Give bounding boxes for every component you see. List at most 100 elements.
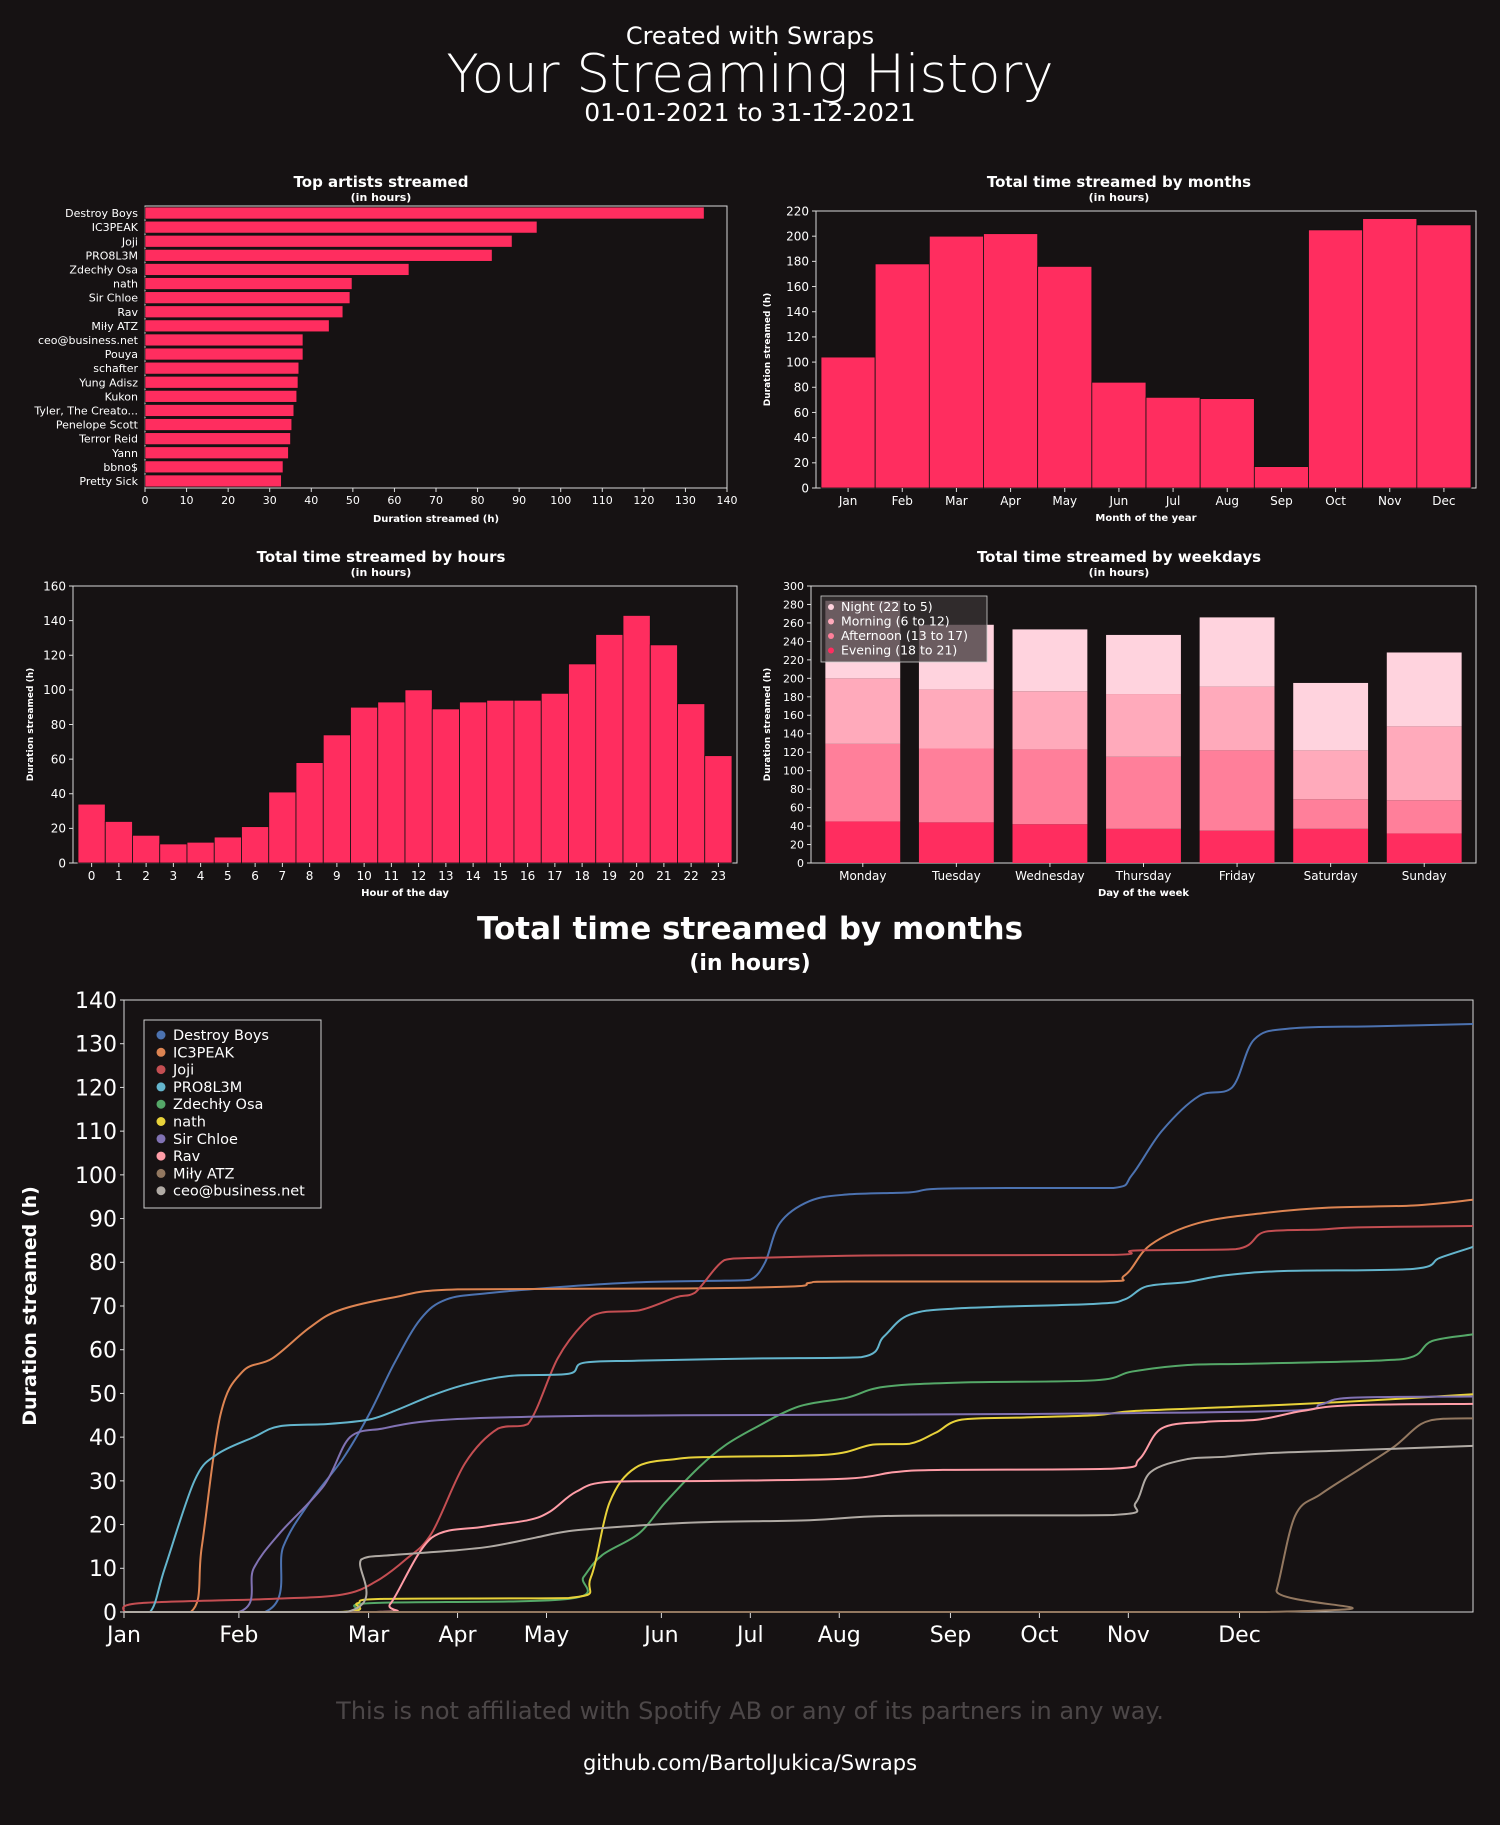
stacked-bar-segment: [1293, 682, 1369, 751]
y-tick-label: 90: [89, 1207, 117, 1232]
stacked-bar-segment: [1012, 629, 1088, 692]
x-tick-label: 120: [633, 494, 654, 507]
x-tick-label: 2: [142, 869, 150, 883]
stacked-bar-segment: [1199, 750, 1275, 831]
series-line: [123, 1402, 1474, 1613]
bar: [1416, 224, 1472, 489]
page-title: Your Streaming History: [446, 44, 1054, 105]
x-tick-label: Oct: [1020, 1623, 1058, 1648]
y-axis-label: Duration streamed (h): [763, 293, 773, 406]
date-range: 01-01-2021 to 31-12-2021: [584, 98, 916, 127]
chart-subtitle: (in hours): [1089, 566, 1150, 579]
bar: [159, 843, 188, 864]
bar: [404, 689, 433, 864]
x-tick-label: Thursday: [1115, 869, 1172, 883]
y-tick-label: 130: [75, 1033, 117, 1058]
y-tick-label: 40: [89, 1426, 117, 1451]
y-tick-label: 160: [783, 709, 804, 722]
x-tick-label: Dec: [1432, 494, 1455, 508]
artist-label: Penelope Scott: [56, 419, 139, 432]
series-line: [122, 1225, 1474, 1613]
y-tick-label: 220: [783, 654, 804, 667]
y-tick-label: 30: [89, 1470, 117, 1495]
legend-marker: [156, 1065, 166, 1075]
x-tick-label: 70: [429, 494, 443, 507]
bar: [459, 701, 488, 864]
stacked-bar-segment: [1012, 824, 1088, 863]
plot-frame: [144, 205, 728, 489]
y-tick-label: 120: [783, 746, 804, 759]
x-tick-label: 16: [520, 869, 535, 883]
artist-label: Kukon: [105, 390, 138, 403]
x-tick-label: 12: [411, 869, 426, 883]
artist-bar: [144, 460, 284, 474]
legend-marker: [156, 1117, 166, 1126]
series-line: [123, 1395, 1474, 1613]
stacked-bar-segment: [1106, 828, 1181, 863]
x-tick-label: May: [1052, 494, 1077, 508]
legend-label: Night (22 to 5): [841, 599, 933, 614]
x-tick-label: Feb: [892, 494, 913, 508]
bar: [350, 706, 379, 864]
legend-marker: [156, 1047, 166, 1057]
x-tick-label: 30: [263, 494, 277, 507]
bar: [1199, 398, 1255, 489]
y-tick-label: 0: [58, 856, 66, 870]
x-tick-label: 130: [675, 494, 696, 507]
github-link[interactable]: github.com/BartolJukica/Swraps: [582, 1751, 918, 1775]
legend-marker: [156, 1082, 166, 1092]
x-tick-label: Feb: [219, 1623, 258, 1648]
legend-label: PRO8L3M: [173, 1080, 242, 1096]
y-tick-label: 120: [43, 649, 66, 663]
bar: [431, 708, 460, 864]
top-artists-chart: Top artists streamed(in hours) Destroy Bo…: [33, 173, 737, 525]
artist-label: Joji: [121, 235, 138, 248]
bar: [213, 836, 242, 864]
bar: [513, 699, 542, 864]
artist-label: Tyler, The Creato...: [33, 404, 138, 417]
bar: [186, 841, 215, 864]
y-tick-label: 60: [51, 752, 66, 766]
legend-label: Evening (18 to 21): [841, 643, 957, 658]
artist-bar: [144, 446, 289, 459]
y-tick-label: 100: [43, 683, 66, 697]
artist-bar: [144, 474, 282, 488]
chart-title: Total time streamed by months: [987, 173, 1251, 191]
legend-box: [820, 595, 988, 663]
chart-title: Top artists streamed: [294, 173, 469, 191]
x-tick-label: 19: [602, 869, 617, 883]
artist-bar: [144, 333, 304, 347]
x-tick-label: 110: [592, 494, 613, 507]
y-tick-label: 120: [786, 330, 809, 344]
y-tick-label: 180: [783, 691, 804, 704]
y-tick-label: 0: [797, 857, 804, 870]
bar: [1091, 381, 1147, 489]
x-tick-label: 13: [438, 869, 453, 883]
x-tick-label: Sep: [1270, 494, 1293, 508]
y-tick-label: 80: [89, 1251, 117, 1276]
x-tick-label: Jul: [1165, 494, 1180, 508]
legend-marker: [828, 604, 834, 610]
x-tick-label: Jan: [838, 494, 858, 508]
series-line: [123, 1023, 1474, 1613]
y-axis-label: Duration streamed (h): [26, 668, 36, 781]
artist-bar: [144, 249, 493, 262]
legend-label: Rav: [173, 1149, 201, 1165]
legend-marker: [156, 1099, 166, 1109]
legend-label: Sir Chloe: [173, 1132, 238, 1148]
legend-marker: [156, 1151, 166, 1161]
artist-label: Terror Reid: [78, 433, 138, 446]
x-tick-label: 10: [356, 869, 371, 883]
x-tick-label: 9: [333, 869, 341, 883]
bar: [820, 356, 876, 489]
y-tick-label: 100: [75, 1164, 117, 1189]
x-tick-label: 14: [465, 869, 480, 883]
series-line: [123, 1198, 1474, 1613]
bar: [132, 834, 161, 864]
stacked-bar-segment: [1386, 652, 1462, 727]
x-tick-label: Sep: [930, 1623, 971, 1648]
artist-label: IC3PEAK: [92, 221, 139, 234]
x-tick-label: Oct: [1325, 494, 1346, 508]
x-tick-label: 40: [304, 494, 318, 507]
bar: [1037, 266, 1093, 489]
